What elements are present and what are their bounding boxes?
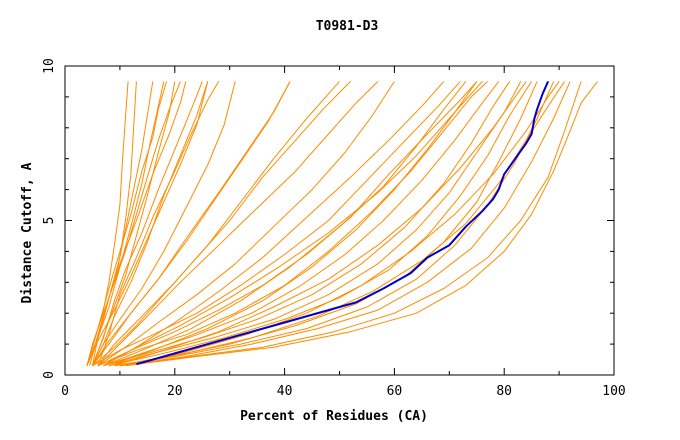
axis-ticks [64, 65, 615, 376]
y-tick-labels: 0 5 10 [42, 58, 57, 379]
series-line-m32 [97, 81, 379, 367]
series-line-m3 [92, 81, 165, 366]
series-line-m6 [92, 81, 203, 366]
series-line-m19 [108, 81, 522, 367]
x-tick-label: 40 [277, 384, 293, 399]
series-line-m27 [103, 81, 467, 367]
series-line-m11 [92, 81, 291, 366]
series-line-m10 [92, 81, 236, 366]
series-line-m36 [86, 81, 154, 366]
series-line-m37 [103, 81, 483, 367]
highlight-series-line [136, 80, 550, 366]
series-line-m29 [114, 81, 527, 367]
series-line-m17 [103, 81, 500, 367]
series-line-m24 [119, 81, 582, 367]
series-line-m8 [92, 81, 209, 366]
series-line-m23 [119, 81, 571, 367]
x-tick-label: 60 [387, 384, 403, 399]
chart-title: T0981-D3 [316, 19, 379, 34]
x-tick-labels: 0 20 40 60 80 100 [61, 384, 626, 399]
x-tick-label: 100 [602, 384, 625, 399]
x-tick-label: 0 [61, 384, 69, 399]
y-tick-label: 10 [42, 58, 57, 74]
series-line-m13 [92, 81, 351, 367]
x-tick-label: 80 [496, 384, 512, 399]
series-line-m7 [86, 81, 168, 366]
series-line-m33 [92, 81, 291, 367]
x-tick-label: 20 [167, 384, 183, 399]
y-tick-label: 5 [42, 217, 57, 225]
x-axis-label: Percent of Residues (CA) [240, 409, 428, 424]
y-axis-label: Distance Cutoff, A [20, 162, 35, 303]
series-line-m14 [92, 81, 461, 367]
y-tick-label: 0 [42, 371, 57, 379]
series-line-m9 [97, 81, 220, 366]
series-line-m34 [86, 81, 209, 366]
series-line-m28 [103, 81, 445, 367]
highlight-group [136, 80, 550, 366]
series-line-m31 [97, 81, 395, 367]
series-line-m35 [86, 81, 181, 366]
series-line-m15 [97, 81, 478, 367]
series-line-m26 [108, 81, 478, 367]
series-line-m20 [108, 81, 533, 367]
series-line-m16 [97, 81, 489, 367]
series-line-m25 [125, 81, 598, 367]
